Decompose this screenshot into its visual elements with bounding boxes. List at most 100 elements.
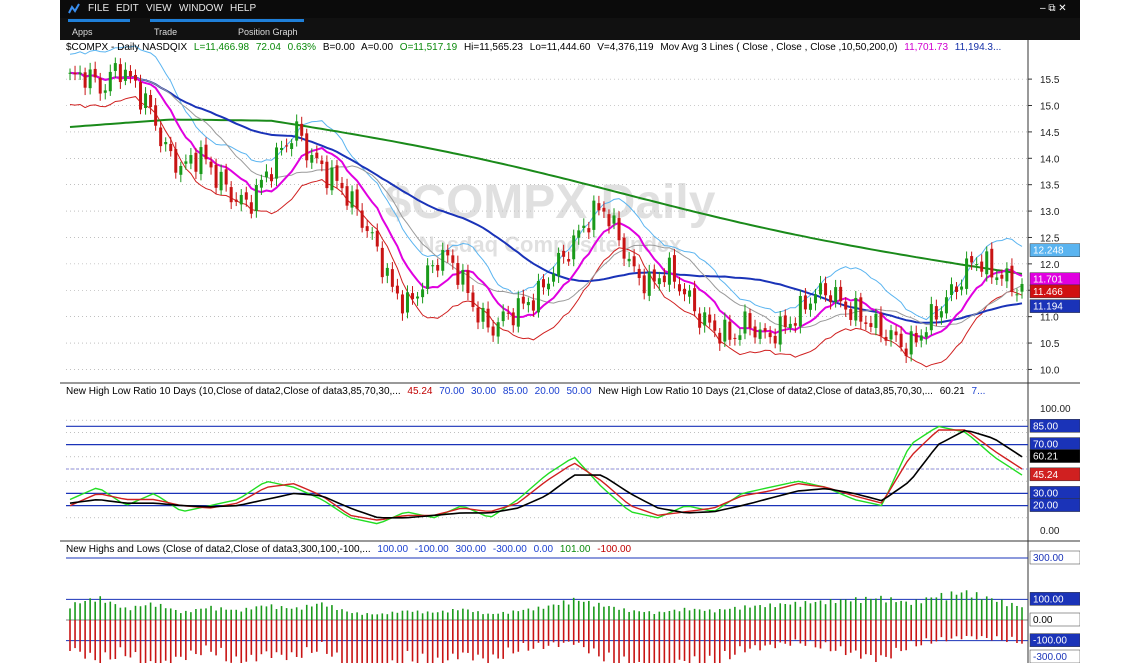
candle-body [385, 267, 389, 276]
candle-body [83, 72, 87, 88]
menu-file[interactable]: FILE [88, 3, 110, 14]
ratio-badge-2-bg [1029, 449, 1080, 463]
candle-body [602, 207, 606, 212]
candle-body [778, 316, 782, 345]
price-tick-label: 15.0 [1040, 102, 1060, 113]
ratio-badge-5: 20.00 [1033, 501, 1058, 512]
nhl-v3: 300.00 [455, 544, 487, 555]
price-panel-header: $COMPX - Daily NASDQIX L=11,466.98 72.04… [66, 42, 1005, 53]
ratio-black-line [69, 429, 1023, 519]
position-graph-tab-indicator [236, 19, 304, 22]
last-price-badge-bg [1029, 284, 1080, 299]
candle-body [123, 69, 127, 81]
ratio-panel-header: New High Low Ratio 10 Days (10,Close of … [66, 386, 989, 397]
candle-body [416, 296, 420, 299]
menu-help[interactable]: HELP [230, 3, 257, 14]
position-graph-button[interactable]: Position Graph [238, 27, 298, 37]
ratio-v1: 45.24 [407, 386, 433, 397]
candle-body [582, 225, 586, 229]
price-tick-label: 10.0 [1040, 365, 1060, 376]
candle-body [395, 285, 399, 294]
ratio-v4: 85.00 [502, 386, 528, 397]
ratio-badge-0: 85.00 [1033, 421, 1058, 432]
price-tick-label: 11.0 [1040, 313, 1059, 324]
candle-body [325, 161, 329, 189]
ratio-badge-2: 60.21 [1033, 452, 1058, 463]
candle-body [889, 330, 893, 340]
menu-window[interactable]: WINDOW [179, 3, 223, 14]
ma50-value: 11,194.3... [954, 42, 1002, 53]
candle-body [652, 269, 656, 282]
candle-body [919, 335, 923, 341]
ratio-badge-5-bg [1029, 498, 1080, 512]
candle-body [471, 292, 475, 308]
candle-body [955, 286, 959, 292]
volume-value: V=4,376,119 [597, 42, 654, 53]
candle-body [73, 72, 77, 75]
candle-body [813, 294, 817, 304]
candle-body [411, 293, 415, 300]
candle-body [259, 179, 263, 188]
candle-body [995, 277, 999, 281]
menu-edit[interactable]: EDIT [116, 3, 139, 14]
menu-bar: FILE EDIT VIEW WINDOW HELP – ⧉ ✕ [60, 0, 1080, 18]
candle-body [788, 323, 792, 328]
nhl-badge-2: 0.00 [1033, 615, 1053, 626]
candle-body [839, 286, 843, 302]
candle-body [577, 230, 581, 238]
bid-value: B=0.00 [322, 42, 355, 53]
ma50-badge-bg [1029, 299, 1080, 313]
candle-body [174, 149, 178, 173]
candle-body [748, 313, 752, 329]
candle-body [708, 314, 712, 323]
candle-body [355, 189, 359, 209]
ratio-red-line [69, 429, 1023, 521]
ma10-line [69, 71, 1023, 340]
candle-body [980, 261, 984, 272]
change-pct: 0.63% [287, 42, 317, 53]
candle-body [909, 331, 913, 355]
nhl-badge-2-bg [1029, 612, 1080, 627]
nhl-panel-header: New Highs and Lows (Close of data2,Close… [66, 544, 635, 555]
nhl-badge-3: -100.00 [1033, 636, 1067, 647]
candle-body [199, 147, 203, 175]
candle-body [647, 272, 651, 296]
candle-body [405, 292, 409, 313]
chart-area[interactable]: 15.515.014.514.013.513.012.512.011.511.0… [60, 40, 1080, 663]
watermark-title: $COMPX Daily [385, 176, 716, 229]
candle-body [370, 232, 374, 234]
candle-body [229, 187, 233, 203]
candle-body [803, 295, 807, 310]
candle-body [849, 309, 853, 320]
candle-body [572, 235, 576, 260]
trade-button[interactable]: Trade [154, 27, 178, 37]
candle-body [451, 255, 455, 263]
candle-body [390, 269, 394, 287]
candle-body [738, 335, 742, 340]
candle-body [154, 105, 158, 126]
chart-canvas[interactable]: 15.515.014.514.013.513.012.512.011.511.0… [60, 40, 1080, 663]
ratio-v3: 30.00 [471, 386, 497, 397]
candle-body [970, 256, 974, 263]
menu-view[interactable]: VIEW [146, 3, 172, 14]
candle-body [547, 283, 551, 290]
low-value: Lo=11,444.60 [529, 42, 591, 53]
candle-body [864, 322, 868, 324]
candle-body [612, 215, 616, 224]
candle-body [506, 312, 510, 314]
candle-body [672, 255, 676, 282]
price-tick-label: 13.5 [1040, 181, 1060, 192]
ma20-line [69, 72, 1023, 330]
candle-body [743, 311, 747, 334]
candle-body [275, 147, 279, 179]
apps-button[interactable]: Apps [72, 27, 93, 37]
candle-body [280, 147, 284, 151]
candle-body [824, 283, 828, 296]
candle-body [944, 297, 948, 314]
candle-body [904, 348, 908, 357]
window-controls[interactable]: – ⧉ ✕ [1040, 3, 1067, 14]
ratio-tick-label: 0.00 [1040, 526, 1060, 537]
candle-body [552, 273, 556, 282]
candle-body [819, 283, 823, 295]
nhl-v2: -100.00 [414, 544, 449, 555]
